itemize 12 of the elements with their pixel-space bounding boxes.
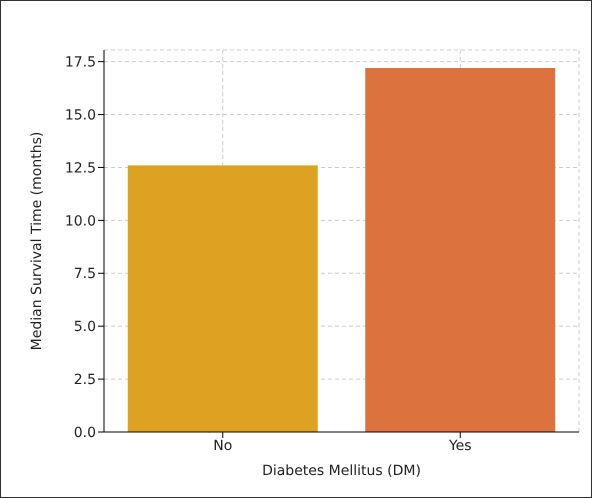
y-tick-label: 0.0 <box>74 424 96 441</box>
y-tick-label: 17.5 <box>64 54 96 71</box>
y-tick-label: 12.5 <box>64 160 96 176</box>
y-tick-label: 7.5 <box>74 266 96 282</box>
y-tick-label: 10.0 <box>64 213 96 230</box>
x-axis-title: Diabetes Mellitus (DM) <box>262 463 421 479</box>
y-axis-title: Median Survival Time (months) <box>28 132 45 350</box>
x-tick-label: No <box>213 438 232 454</box>
y-tick-label: 2.5 <box>74 372 96 388</box>
y-tick-label: 15.0 <box>64 108 96 124</box>
y-tick-label: 5.0 <box>74 319 96 336</box>
x-tick-label: Yes <box>448 438 472 454</box>
